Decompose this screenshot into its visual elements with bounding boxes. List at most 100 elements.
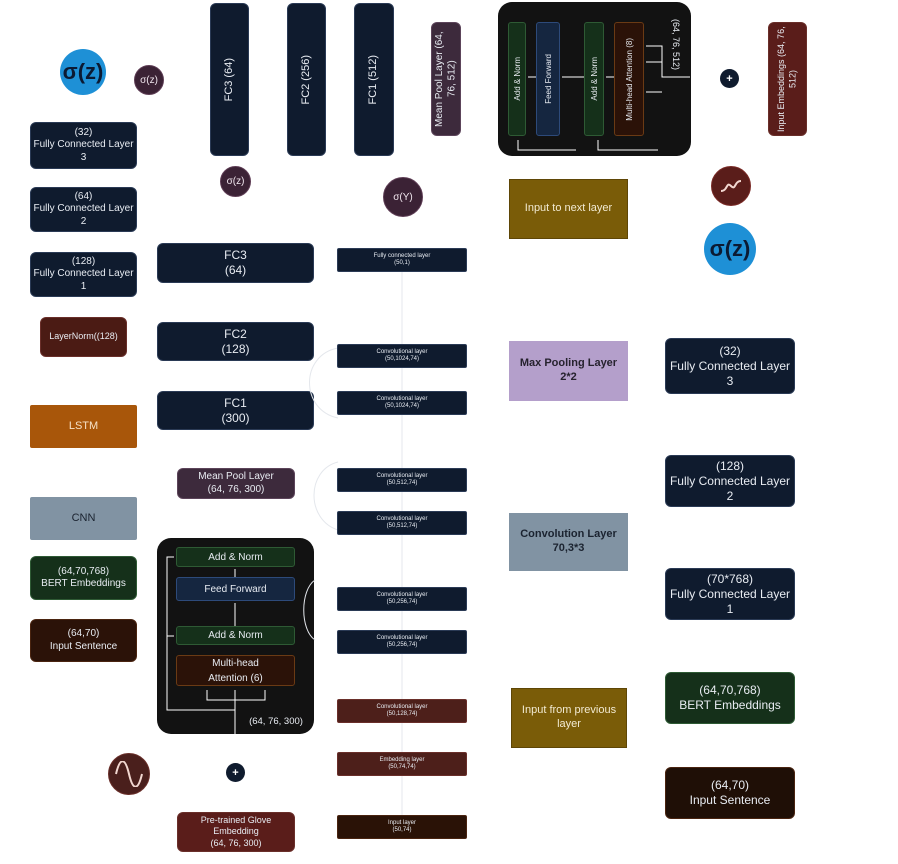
block-dim: (64) xyxy=(224,263,247,277)
block-num: 2 xyxy=(726,488,734,503)
cnn-sigmoid-y-icon: σ(Y) xyxy=(383,177,423,217)
block-name: FC3 xyxy=(224,248,247,262)
block-num: 2 xyxy=(80,215,87,227)
mid-glove-block: Pre-trained Glove Embedding (64, 76, 300… xyxy=(177,812,295,852)
legend-fc2-block: (64) Fully Connected Layer 2 xyxy=(30,187,137,232)
block-name: Feed Forward xyxy=(204,583,267,595)
block-name: Attention (6) xyxy=(208,672,263,684)
block-name: Input Sentence xyxy=(689,793,771,807)
block-name: Fully Connected Layer xyxy=(33,203,134,215)
block-name: Fully Connected Layer xyxy=(669,358,791,373)
legend-input-next-layer: Input to next layer xyxy=(509,179,628,239)
legend-fc1-block: (128) Fully Connected Layer 1 xyxy=(30,252,137,297)
block-name: Multi-head xyxy=(212,657,259,669)
block-name: Embedding xyxy=(213,826,259,837)
block-name: FC1 (512) xyxy=(367,54,380,105)
top-fc3-block: FC3 (64) xyxy=(210,3,249,156)
layer-name: Embedding layer xyxy=(379,756,425,763)
right-fc3-block: (32) Fully Connected Layer 3 xyxy=(665,338,795,394)
top-fc2-block: FC2 (256) xyxy=(287,3,326,156)
mid-fc2-block: FC2 (128) xyxy=(157,322,314,361)
right-input-block: (64,70) Input Sentence xyxy=(665,767,795,819)
mid-add-norm-bottom: Add & Norm xyxy=(176,626,295,645)
sigmoid-big-icon: σ(z) xyxy=(60,49,106,95)
plus-label: + xyxy=(232,766,239,779)
block-dim: 2*2 xyxy=(560,371,577,383)
mid-encoder-arrows xyxy=(166,556,266,734)
block-dim: 70,3*3 xyxy=(552,542,585,554)
block-name: FC2 (256) xyxy=(299,54,312,105)
legend-max-pooling: Max Pooling Layer 2*2 xyxy=(509,341,628,401)
mid-add-norm-top: Add & Norm xyxy=(176,547,295,567)
layer-name: Convolutional layer xyxy=(376,395,428,402)
top-plus-icon: + xyxy=(720,69,739,88)
legend-input-previous-layer: Input from previous layer xyxy=(511,688,627,748)
plus-label: + xyxy=(726,72,733,85)
top-fc1-block: FC1 (512) xyxy=(354,3,394,156)
top-encoder-shape: (64, 76, 512) xyxy=(666,10,686,80)
cnn-layer-4: Convolutional layer (50,512,74) xyxy=(337,468,467,492)
layer-dim: (50,74,74) xyxy=(388,764,416,770)
block-name: Mean Pool Layer xyxy=(198,471,274,482)
block-dim: (70*768) xyxy=(706,571,754,586)
layer-name: Convolutional layer xyxy=(376,634,428,641)
block-name: Convolution Layer xyxy=(520,528,617,541)
layer-name: Convolutional layer xyxy=(376,591,428,598)
layer-dim: (50,512,74) xyxy=(386,480,418,486)
top-add-norm-1: Add & Norm xyxy=(508,22,526,136)
layer-dim: (50,1024,74) xyxy=(384,403,420,409)
layer-dim: (50,512,74) xyxy=(386,523,418,529)
block-num: 3 xyxy=(80,151,87,163)
top-feed-forward: Feed Forward xyxy=(536,22,560,136)
top-mha: Multi-head Attention (8) xyxy=(614,22,644,136)
block-dim: (64,70,768) xyxy=(699,683,761,697)
mid-fc3-block: FC3 (64) xyxy=(157,243,314,283)
layer-dim: (50,256,74) xyxy=(386,642,418,648)
block-dim: (64, 76, 300) xyxy=(207,483,265,495)
layer-name: Convolutional layer xyxy=(376,703,428,710)
mid-feed-forward: Feed Forward xyxy=(176,577,295,601)
layer-name: Convolutional layer xyxy=(376,348,428,355)
top-sigmoid-icon: σ(z) xyxy=(220,166,251,197)
top-encoder-arrows xyxy=(517,45,690,151)
block-name: Input from previous layer xyxy=(521,704,617,730)
sigmoid-label: σ(z) xyxy=(226,176,245,187)
sigmoid-label: σ(z) xyxy=(62,59,104,84)
top-meanpool-block: Mean Pool Layer (64, 76, 512) xyxy=(431,22,461,136)
sigmoid-label: σ(z) xyxy=(709,236,751,261)
legend-lstm-block: LSTM xyxy=(30,405,137,448)
block-name: Fully Connected Layer xyxy=(669,586,791,601)
block-num: 3 xyxy=(726,373,734,388)
block-dim: (32) xyxy=(74,126,93,138)
sigmoid-label: σ(z) xyxy=(140,74,158,86)
layer-name: Convolutional layer xyxy=(376,472,428,479)
block-name: Fully Connected Layer xyxy=(33,268,134,280)
block-dim: (64,70) xyxy=(710,778,750,792)
block-dim: (64, 76, 300) xyxy=(249,715,303,727)
block-name: FC3 (64) xyxy=(222,57,235,102)
block-name: Max Pooling Layer xyxy=(519,357,618,370)
right-bert-block: (64,70,768) BERT Embeddings xyxy=(665,672,795,724)
block-dim: (300) xyxy=(221,410,250,425)
legend-fc3-block: (32) Fully Connected Layer 3 xyxy=(30,122,137,169)
block-name: BERT Embeddings xyxy=(41,578,126,589)
sigmoid-label: σ(Y) xyxy=(393,191,413,203)
block-name: Fully Connected Layer xyxy=(669,473,791,488)
block-dim: (64,70) xyxy=(67,628,100,639)
top-input-embeddings-block: Input Embeddings (64, 76, 512) xyxy=(768,22,807,136)
block-name: BERT Embeddings xyxy=(679,698,781,712)
mid-mha: Multi-head Attention (6) xyxy=(176,655,295,686)
block-dim: (128) xyxy=(221,341,250,356)
layer-dim: (50,1) xyxy=(394,260,410,266)
block-name: CNN xyxy=(71,511,96,524)
block-dim: (64, 76, 512) xyxy=(671,19,681,71)
block-name: LSTM xyxy=(68,419,99,432)
cnn-layer-2: Convolutional layer (50,1024,74) xyxy=(337,344,467,368)
mid-fc1-block: FC1 (300) xyxy=(157,391,314,430)
cnn-layer-9: Embedding layer (50,74,74) xyxy=(337,752,467,776)
block-name: Mean Pool Layer (64, 76, 512) xyxy=(433,31,458,127)
block-name: Input Embeddings (64, 76, 512) xyxy=(776,26,798,132)
layer-dim: (50,1024,74) xyxy=(384,356,420,362)
block-name: Input to next layer xyxy=(524,202,613,215)
block-name: FC2 xyxy=(224,326,247,341)
